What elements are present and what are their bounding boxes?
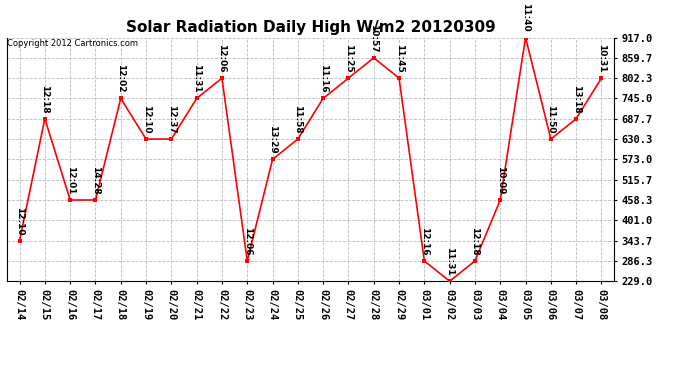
Text: 12:10: 12:10 [141,105,150,134]
Text: 10:57: 10:57 [369,24,378,52]
Text: 12:10: 12:10 [15,207,24,235]
Text: 13:18: 13:18 [571,84,581,113]
Text: 14:28: 14:28 [91,166,100,195]
Text: 12:18: 12:18 [471,227,480,255]
Text: 12:02: 12:02 [116,64,126,93]
Text: 11:31: 11:31 [445,247,454,276]
Text: 13:29: 13:29 [268,125,277,154]
Text: Copyright 2012 Cartronics.com: Copyright 2012 Cartronics.com [7,39,138,48]
Text: 12:01: 12:01 [66,166,75,195]
Text: 10:31: 10:31 [597,44,606,73]
Text: 11:40: 11:40 [521,3,530,32]
Title: Solar Radiation Daily High W/m2 20120309: Solar Radiation Daily High W/m2 20120309 [126,20,495,35]
Text: 12:06: 12:06 [217,44,226,73]
Text: 11:16: 11:16 [319,64,328,93]
Text: 11:45: 11:45 [395,44,404,73]
Text: 12:37: 12:37 [167,105,176,134]
Text: 12:16: 12:16 [420,227,429,255]
Text: 11:58: 11:58 [293,105,302,134]
Text: 11:31: 11:31 [192,64,201,93]
Text: 10:09: 10:09 [495,166,505,195]
Text: 11:25: 11:25 [344,44,353,73]
Text: 12:18: 12:18 [40,84,50,113]
Text: 11:50: 11:50 [546,105,555,134]
Text: 12:06: 12:06 [243,227,252,255]
